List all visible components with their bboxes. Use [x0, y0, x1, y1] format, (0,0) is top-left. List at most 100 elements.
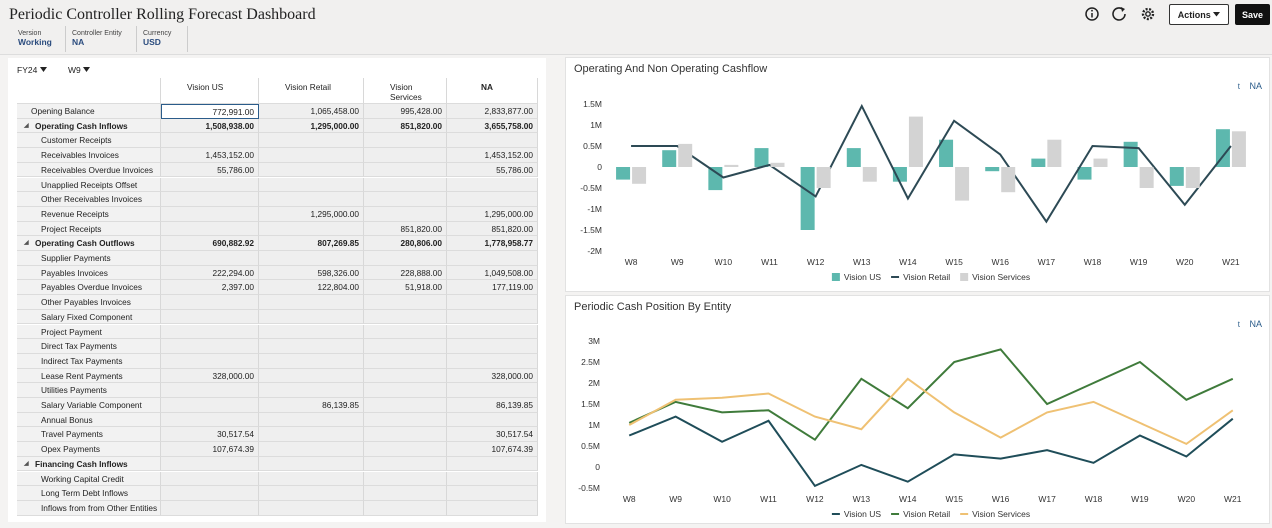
- data-cell[interactable]: 851,820.00: [447, 221, 538, 237]
- save-button[interactable]: Save: [1235, 4, 1270, 25]
- data-cell[interactable]: 177,119.00: [447, 280, 538, 296]
- data-cell[interactable]: [161, 353, 259, 369]
- data-cell[interactable]: [447, 295, 538, 310]
- row-label[interactable]: Financing Cash Inflows ◢: [17, 456, 161, 472]
- column-header[interactable]: Vision Retail: [259, 78, 364, 104]
- data-cell[interactable]: [447, 324, 538, 340]
- data-cell[interactable]: 55,786.00: [161, 162, 259, 178]
- data-cell[interactable]: [364, 412, 447, 428]
- data-cell[interactable]: [364, 177, 447, 193]
- data-cell[interactable]: [259, 251, 364, 266]
- filter[interactable]: W9: [68, 65, 91, 75]
- data-cell[interactable]: [364, 500, 447, 516]
- data-cell[interactable]: 222,294.00: [161, 265, 259, 281]
- data-cell[interactable]: 86,139.85: [447, 398, 538, 413]
- data-cell[interactable]: [259, 500, 364, 516]
- field-value[interactable]: NA: [72, 37, 85, 47]
- data-cell[interactable]: [161, 471, 259, 487]
- data-cell[interactable]: [259, 353, 364, 369]
- expand-icon[interactable]: ◢: [24, 240, 29, 247]
- data-cell[interactable]: 107,674.39: [161, 442, 259, 457]
- data-cell[interactable]: [259, 324, 364, 340]
- data-cell[interactable]: [447, 133, 538, 149]
- data-cell[interactable]: [364, 486, 447, 501]
- data-cell[interactable]: [364, 295, 447, 310]
- actions-button[interactable]: Actions: [1169, 4, 1229, 25]
- data-cell[interactable]: [259, 383, 364, 398]
- column-header[interactable]: Vision US: [161, 78, 259, 104]
- data-cell[interactable]: 1,508,938.00: [161, 118, 259, 134]
- data-cell[interactable]: 1,049,508.00: [447, 265, 538, 281]
- data-cell[interactable]: [447, 412, 538, 428]
- data-cell[interactable]: 690,882.92: [161, 236, 259, 251]
- data-cell[interactable]: [161, 251, 259, 266]
- data-cell[interactable]: [161, 133, 259, 149]
- data-cell[interactable]: [447, 339, 538, 354]
- data-cell[interactable]: [447, 500, 538, 516]
- data-cell[interactable]: [364, 456, 447, 472]
- data-cell[interactable]: [364, 368, 447, 384]
- data-cell[interactable]: [364, 398, 447, 413]
- data-cell[interactable]: [259, 456, 364, 472]
- data-cell[interactable]: 86,139.85: [259, 398, 364, 413]
- data-cell[interactable]: 51,918.00: [364, 280, 447, 296]
- data-cell[interactable]: 2,833,877.00: [447, 104, 538, 119]
- row-label[interactable]: Operating Cash Outflows ◢: [17, 236, 161, 251]
- data-cell[interactable]: 807,269.85: [259, 236, 364, 251]
- column-header[interactable]: Vision Services: [364, 78, 447, 104]
- data-cell[interactable]: [447, 486, 538, 501]
- data-cell[interactable]: [447, 177, 538, 193]
- column-header[interactable]: NA: [447, 78, 538, 104]
- data-cell[interactable]: 328,000.00: [447, 368, 538, 384]
- data-cell[interactable]: [161, 221, 259, 237]
- data-cell[interactable]: 107,674.39: [447, 442, 538, 457]
- data-cell[interactable]: [447, 353, 538, 369]
- expand-icon[interactable]: ◢: [24, 122, 29, 129]
- data-cell[interactable]: [259, 339, 364, 354]
- settings-icon[interactable]: [1141, 7, 1155, 21]
- data-cell[interactable]: [364, 162, 447, 178]
- data-cell[interactable]: 1,295,000.00: [259, 118, 364, 134]
- data-cell[interactable]: [364, 383, 447, 398]
- data-cell[interactable]: 2,397.00: [161, 280, 259, 296]
- data-cell[interactable]: [161, 324, 259, 340]
- data-cell[interactable]: [259, 148, 364, 163]
- data-cell[interactable]: [364, 192, 447, 207]
- data-cell[interactable]: [447, 192, 538, 207]
- data-cell[interactable]: 280,806.00: [364, 236, 447, 251]
- data-cell[interactable]: 1,778,958.77: [447, 236, 538, 251]
- field-value[interactable]: USD: [143, 37, 161, 47]
- data-cell[interactable]: [259, 471, 364, 487]
- data-cell[interactable]: [364, 427, 447, 443]
- data-cell[interactable]: [447, 309, 538, 325]
- data-cell[interactable]: 30,517.54: [447, 427, 538, 443]
- data-cell[interactable]: [364, 148, 447, 163]
- data-cell[interactable]: [161, 309, 259, 325]
- data-cell[interactable]: 995,428.00: [364, 104, 447, 119]
- data-cell[interactable]: 1,065,458.00: [259, 104, 364, 119]
- data-cell[interactable]: [364, 324, 447, 340]
- data-cell[interactable]: [259, 221, 364, 237]
- data-cell[interactable]: [161, 398, 259, 413]
- data-cell[interactable]: [364, 133, 447, 149]
- data-cell[interactable]: [447, 251, 538, 266]
- data-cell[interactable]: [161, 192, 259, 207]
- data-cell[interactable]: [259, 368, 364, 384]
- data-cell[interactable]: [364, 353, 447, 369]
- data-cell[interactable]: [364, 339, 447, 354]
- filter[interactable]: FY24: [17, 65, 48, 75]
- data-cell[interactable]: [364, 471, 447, 487]
- field-value[interactable]: Working: [18, 37, 52, 47]
- data-cell[interactable]: 772,991.00: [161, 104, 259, 119]
- data-cell[interactable]: [259, 162, 364, 178]
- data-cell[interactable]: [161, 456, 259, 472]
- data-cell[interactable]: 1,295,000.00: [259, 206, 364, 222]
- data-cell[interactable]: [161, 339, 259, 354]
- data-cell[interactable]: [447, 471, 538, 487]
- data-cell[interactable]: [161, 177, 259, 193]
- data-cell[interactable]: 3,655,758.00: [447, 118, 538, 134]
- data-cell[interactable]: [259, 133, 364, 149]
- data-cell[interactable]: 1,295,000.00: [447, 206, 538, 222]
- data-cell[interactable]: [364, 442, 447, 457]
- data-cell[interactable]: [364, 251, 447, 266]
